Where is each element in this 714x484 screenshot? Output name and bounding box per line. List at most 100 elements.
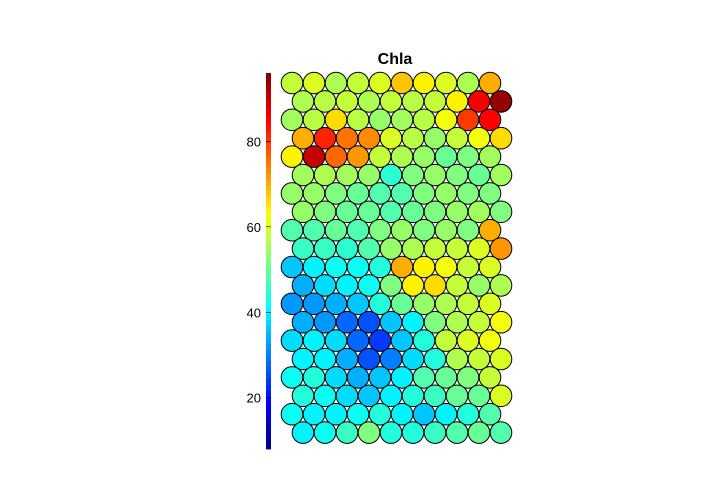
colorbar-segment [266, 290, 271, 297]
som-node [346, 292, 370, 316]
colorbar-segment [266, 190, 271, 197]
colorbar-segment [266, 349, 271, 356]
som-node [390, 71, 414, 95]
som-node [434, 366, 458, 389]
som-node [478, 182, 502, 205]
som-node [434, 145, 458, 168]
colorbar-segment [266, 243, 271, 250]
som-node [412, 329, 436, 352]
som-node [434, 255, 458, 279]
som-node [379, 126, 403, 150]
colorbar-segment [266, 431, 271, 438]
colorbar-segment [266, 272, 271, 280]
som-node [401, 237, 425, 260]
som-node [423, 90, 447, 113]
som-node [445, 347, 469, 371]
som-node [412, 71, 436, 95]
som-node [368, 292, 392, 316]
som-node [324, 292, 348, 316]
colorbar-segment [266, 425, 271, 432]
som-node [313, 310, 337, 334]
som-node [401, 200, 425, 224]
colorbar-segment [266, 102, 271, 109]
som-node [291, 163, 315, 187]
som-node [280, 218, 304, 242]
colorbar-tick-labels: 20 40 60 80 [247, 134, 271, 406]
colorbar-tick-label: 60 [247, 220, 261, 235]
som-node [401, 126, 425, 150]
som-node [346, 108, 370, 132]
som-node [357, 274, 381, 297]
colorbar-segment [266, 155, 271, 162]
colorbar-segment [266, 437, 271, 444]
colorbar-segment [266, 255, 271, 262]
colorbar-tick-label: 20 [247, 391, 261, 406]
som-node [478, 329, 502, 352]
colorbar-segment [266, 284, 271, 291]
colorbar-segment [266, 125, 271, 133]
som-node [423, 126, 447, 150]
som-node [368, 218, 392, 242]
som-node [291, 274, 315, 297]
som-node [412, 292, 436, 316]
som-node [280, 329, 304, 352]
colorbar-segment [266, 143, 271, 150]
som-node [346, 402, 370, 426]
som-node [467, 310, 491, 334]
som-node [335, 274, 359, 297]
som-node [280, 108, 304, 132]
som-node [324, 255, 348, 279]
colorbar-segment [266, 208, 271, 215]
som-node [302, 71, 326, 95]
som-node [401, 274, 425, 297]
som-node [412, 145, 436, 168]
colorbar-segment [266, 137, 271, 144]
som-node [302, 292, 326, 316]
som-node [368, 108, 392, 132]
colorbar-segment [266, 161, 271, 168]
colorbar-segment [266, 96, 271, 103]
som-node [302, 182, 326, 205]
colorbar-segment [266, 366, 271, 374]
som-node [423, 200, 447, 224]
som-node [489, 310, 513, 334]
colorbar-segment [266, 325, 271, 332]
colorbar-tick-label: 80 [247, 134, 261, 149]
som-node [489, 274, 513, 297]
som-node [313, 200, 337, 224]
colorbar-segment [266, 372, 271, 379]
som-node [379, 384, 403, 408]
som-node [335, 310, 359, 334]
colorbar-segment [266, 231, 271, 238]
som-node [489, 237, 513, 260]
som-node [368, 255, 392, 279]
som-node [434, 218, 458, 242]
som-node [335, 90, 359, 113]
colorbar-segment [266, 419, 271, 426]
som-node [346, 218, 370, 242]
som-node [390, 182, 414, 205]
colorbar-segment [266, 443, 271, 450]
som-node [357, 347, 381, 371]
som-node [390, 329, 414, 352]
som-node [335, 126, 359, 150]
som-node [445, 310, 469, 334]
colorbar-segment [266, 108, 271, 115]
som-node [302, 329, 326, 352]
som-node [324, 145, 348, 168]
som-node [291, 237, 315, 260]
som-node [478, 218, 502, 242]
som-node [412, 218, 436, 242]
som-node [390, 292, 414, 316]
colorbar-segment [266, 413, 271, 421]
som-node [445, 421, 469, 444]
colorbar-segment [266, 319, 271, 327]
colorbar-segment [266, 407, 271, 415]
chart-title: Chla [378, 51, 413, 68]
colorbar-segment [266, 384, 271, 391]
som-node [467, 347, 491, 371]
som-node [313, 347, 337, 371]
som-node [313, 421, 337, 444]
som-node [489, 421, 513, 444]
som-node [423, 310, 447, 334]
